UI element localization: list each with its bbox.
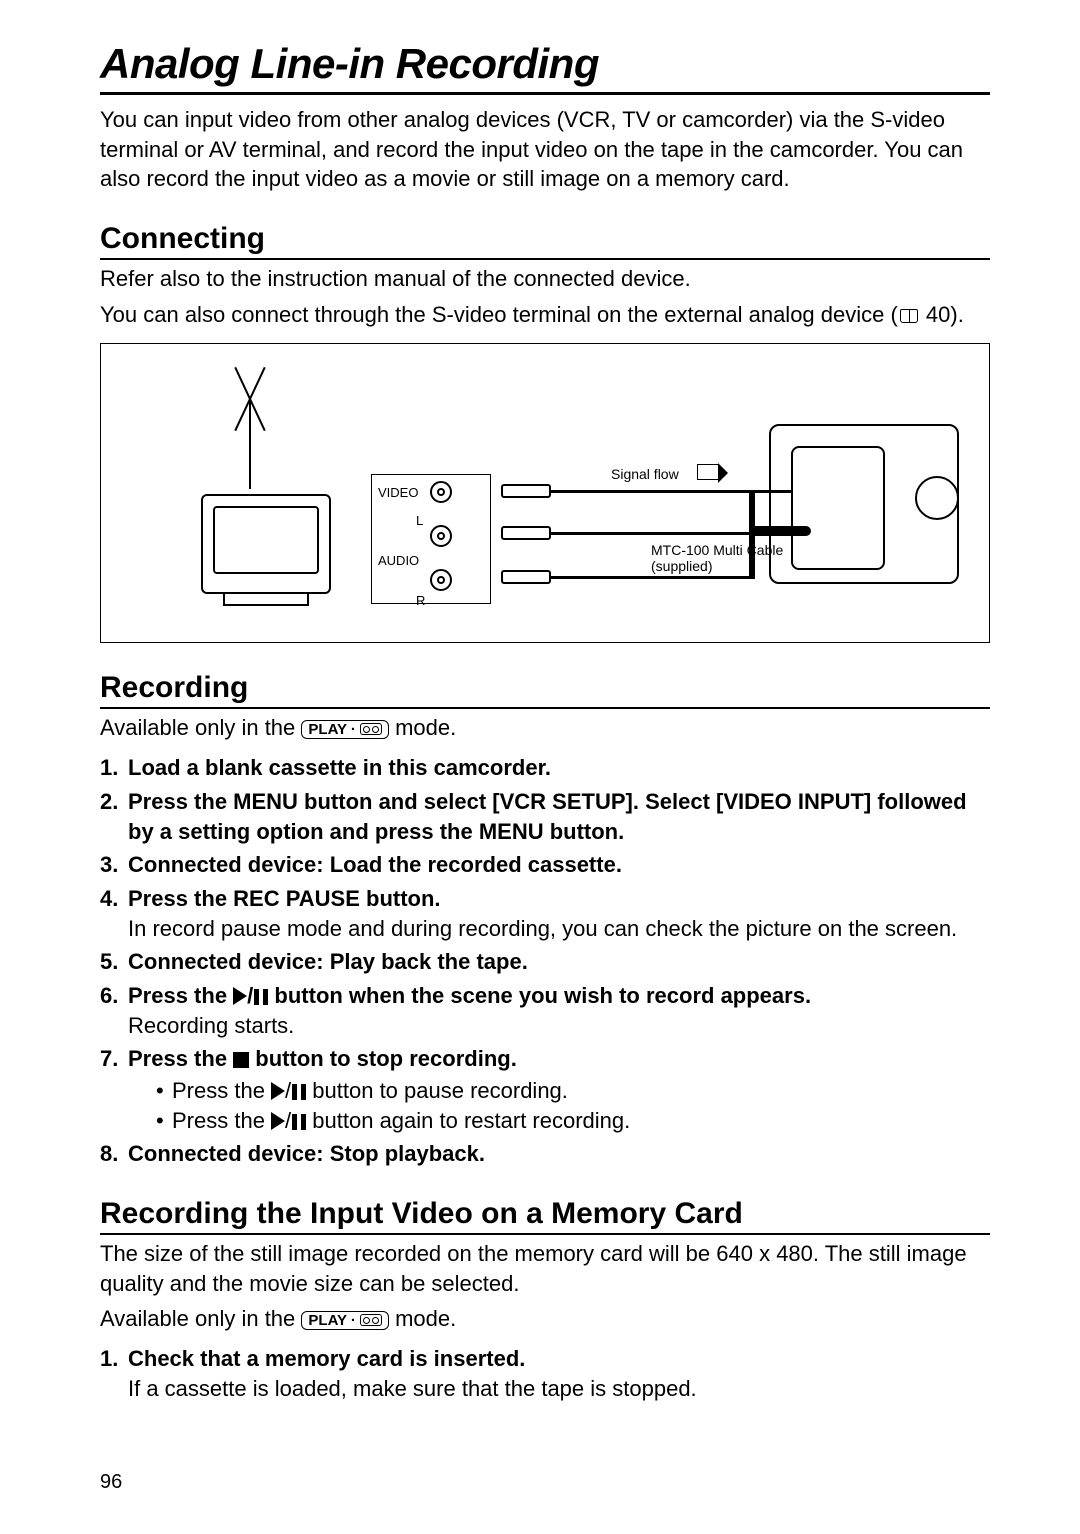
play-mode-label: PLAY <box>308 721 346 738</box>
play-icon <box>233 987 247 1005</box>
plug-icon <box>501 484 551 498</box>
label-r: R <box>416 593 425 608</box>
camcorder-icon <box>769 424 959 584</box>
memory-step-1-sub: If a cassette is loaded, make sure that … <box>128 1374 990 1404</box>
audio-r-jack-icon <box>430 569 452 591</box>
arrow-right-icon <box>697 464 719 480</box>
bullet-2: Press the / button again to restart reco… <box>128 1106 990 1136</box>
video-jack-icon <box>430 481 452 503</box>
play-mode-badge: PLAY · <box>301 1311 389 1330</box>
pause-icon <box>292 1084 306 1100</box>
cable-line <box>551 532 771 535</box>
step-7-bullets: Press the / button to pause recording. P… <box>128 1076 990 1135</box>
cable-line <box>551 576 751 579</box>
step-6: 6. Press the / button when the scene you… <box>100 981 990 1040</box>
connecting-p1: Refer also to the instruction manual of … <box>100 264 990 294</box>
plug-icon <box>501 526 551 540</box>
vcr-connector-panel: VIDEO L AUDIO R <box>371 474 491 604</box>
step-1: 1.Load a blank cassette in this camcorde… <box>100 753 990 783</box>
cable-line <box>551 490 791 493</box>
stop-icon <box>233 1052 249 1068</box>
label-video: VIDEO <box>378 485 418 500</box>
tv-icon <box>201 494 331 594</box>
plug-icon <box>501 570 551 584</box>
avail-text-a: Available only in the <box>100 1306 301 1331</box>
avail-text-b: mode. <box>395 715 456 740</box>
step-8: 8.Connected device: Stop playback. <box>100 1139 990 1169</box>
step-3: 3.Connected device: Load the recorded ca… <box>100 850 990 880</box>
antenna-icon <box>221 364 281 424</box>
audio-l-jack-icon <box>430 525 452 547</box>
label-audio: AUDIO <box>378 553 419 568</box>
pause-icon <box>292 1114 306 1130</box>
connection-diagram: VIDEO L AUDIO R Signal flow MTC-100 Mult… <box>100 343 990 643</box>
step-4-sub: In record pause mode and during recordin… <box>128 914 990 944</box>
label-l: L <box>416 513 423 528</box>
tape-icon <box>360 1314 382 1326</box>
label-cable: MTC-100 Multi Cable <box>651 542 783 558</box>
intro-paragraph: You can input video from other analog de… <box>100 105 990 194</box>
play-icon <box>271 1112 285 1130</box>
page-number: 96 <box>100 1471 122 1494</box>
step-2: 2.Press the MENU button and select [VCR … <box>100 787 990 846</box>
step-6-sub: Recording starts. <box>128 1011 990 1041</box>
step-4: 4.Press the REC PAUSE button. In record … <box>100 884 990 943</box>
avail-text-b: mode. <box>395 1306 456 1331</box>
connecting-p2-text: You can also connect through the S-video… <box>100 302 898 327</box>
play-icon <box>271 1082 285 1100</box>
page-title: Analog Line-in Recording <box>100 40 990 95</box>
label-signal-flow: Signal flow <box>611 466 679 482</box>
section-memory-card: Recording the Input Video on a Memory Ca… <box>100 1197 990 1235</box>
connecting-p2: You can also connect through the S-video… <box>100 300 990 330</box>
section-connecting: Connecting <box>100 222 990 260</box>
label-supplied: (supplied) <box>651 558 712 574</box>
recording-available: Available only in the PLAY · mode. <box>100 713 990 743</box>
step-5: 5.Connected device: Play back the tape. <box>100 947 990 977</box>
play-mode-badge: PLAY · <box>301 720 389 739</box>
avail-text-a: Available only in the <box>100 715 301 740</box>
memory-step-1: 1.Check that a memory card is inserted. … <box>100 1344 990 1403</box>
connecting-p2-ref: 40). <box>920 302 964 327</box>
bullet-1: Press the / button to pause recording. <box>128 1076 990 1106</box>
step-7: 7. Press the button to stop recording. P… <box>100 1044 990 1135</box>
book-icon <box>900 309 918 323</box>
memory-p1: The size of the still image recorded on … <box>100 1239 990 1298</box>
memory-available: Available only in the PLAY · mode. <box>100 1304 990 1334</box>
recording-steps: 1.Load a blank cassette in this camcorde… <box>100 753 990 1169</box>
tape-icon <box>360 723 382 735</box>
antenna-pole <box>249 399 251 489</box>
memory-steps: 1.Check that a memory card is inserted. … <box>100 1344 990 1403</box>
pause-icon <box>254 989 268 1005</box>
play-mode-label: PLAY <box>308 1312 346 1329</box>
section-recording: Recording <box>100 671 990 709</box>
